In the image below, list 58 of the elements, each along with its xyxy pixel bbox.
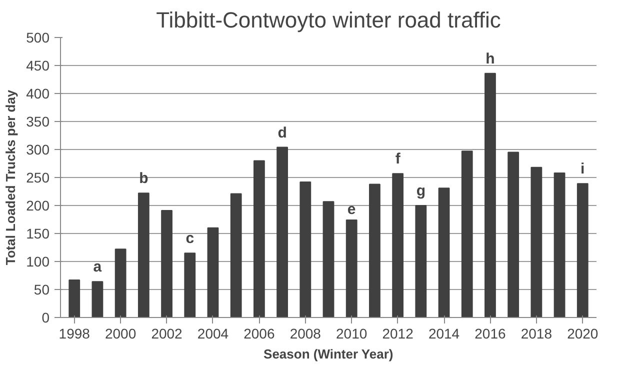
bar — [230, 193, 242, 318]
bar — [68, 279, 80, 318]
y-tick-label: 100 — [26, 254, 50, 270]
y-tick-label: 50 — [34, 282, 50, 298]
annotation: a — [93, 258, 102, 276]
annotation: e — [347, 201, 356, 218]
x-tick-label: 2006 — [244, 326, 275, 342]
annotation: b — [139, 170, 148, 188]
y-tick-label: 400 — [26, 86, 50, 102]
bar — [207, 227, 219, 318]
bar — [392, 173, 404, 318]
bar — [369, 184, 380, 318]
x-tick-label: 2000 — [104, 326, 136, 342]
annotation: h — [486, 50, 495, 68]
x-tick-label: 2004 — [197, 326, 229, 342]
y-axis-title: Total Loaded Trucks per day — [3, 89, 18, 266]
bar — [415, 205, 427, 318]
x-tick-label: 2012 — [382, 326, 414, 342]
bar — [484, 72, 496, 318]
x-tick-label: 2002 — [151, 326, 183, 342]
bar — [253, 160, 265, 318]
x-tick-label: 2010 — [336, 326, 368, 342]
annotation: d — [278, 124, 287, 142]
y-tick-label: 200 — [26, 198, 50, 214]
x-tick-label: 2020 — [567, 326, 598, 342]
bar — [346, 220, 358, 318]
chart-title: Tibbitt-Contwoyto winter road traffic — [156, 8, 501, 32]
bar — [161, 210, 172, 318]
bar — [138, 192, 150, 318]
x-axis-title: Season (Winter Year) — [264, 346, 394, 362]
x-tick-label: 2008 — [290, 326, 322, 342]
y-tick-label: 450 — [26, 58, 50, 74]
annotation: c — [186, 230, 194, 248]
y-tick-label: 350 — [26, 114, 50, 130]
bar — [92, 281, 104, 318]
y-tick-label: 250 — [26, 170, 50, 186]
y-tick-label: 0 — [42, 310, 50, 326]
annotation: i — [580, 160, 585, 178]
bar — [554, 172, 566, 318]
x-tick-label: 2018 — [520, 326, 552, 342]
bar — [438, 188, 450, 318]
bar — [276, 146, 288, 318]
y-tick-label: 150 — [26, 226, 50, 242]
bar — [114, 248, 126, 318]
bar — [322, 201, 334, 318]
x-tick-label: 2014 — [428, 326, 460, 342]
bar — [576, 183, 588, 318]
annotation: f — [395, 150, 402, 168]
bar — [300, 181, 312, 318]
annotation: g — [416, 182, 426, 200]
x-tick-label: 2016 — [474, 326, 506, 342]
y-tick-label: 300 — [26, 142, 50, 158]
bar — [530, 166, 542, 318]
y-tick-label: 500 — [26, 30, 50, 46]
bar — [461, 150, 473, 318]
bar — [508, 152, 520, 318]
bar — [184, 252, 196, 318]
x-tick-label: 1998 — [58, 326, 90, 342]
